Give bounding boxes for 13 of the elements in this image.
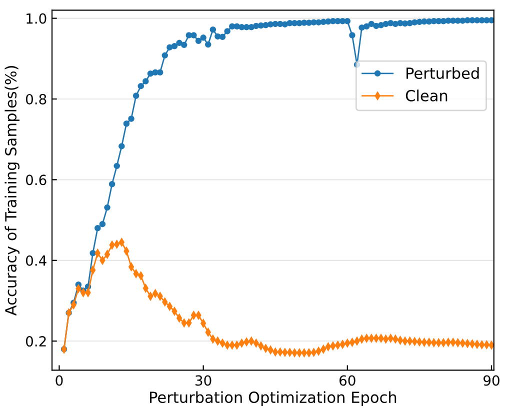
y-tick-label: 0.2 [26,336,46,347]
x-tick-label: 0 [56,375,63,386]
y-tick-label: 0.8 [26,94,46,104]
y-tick-label: 1.0 [26,13,46,24]
x-axis-title: Perturbation Optimization Epoch [150,391,396,406]
y-axis-title: Accuracy of Training Samples(%) [4,66,20,316]
y-tick-label: 0.4 [26,255,46,266]
x-tick-label: 60 [340,375,356,386]
x-tick-label: 90 [484,375,500,386]
y-tick-label: 0.6 [26,174,46,186]
legend-label: Clean [406,90,448,102]
x-tick-label: 30 [196,375,212,386]
legend-label: Perturbed [406,67,479,79]
